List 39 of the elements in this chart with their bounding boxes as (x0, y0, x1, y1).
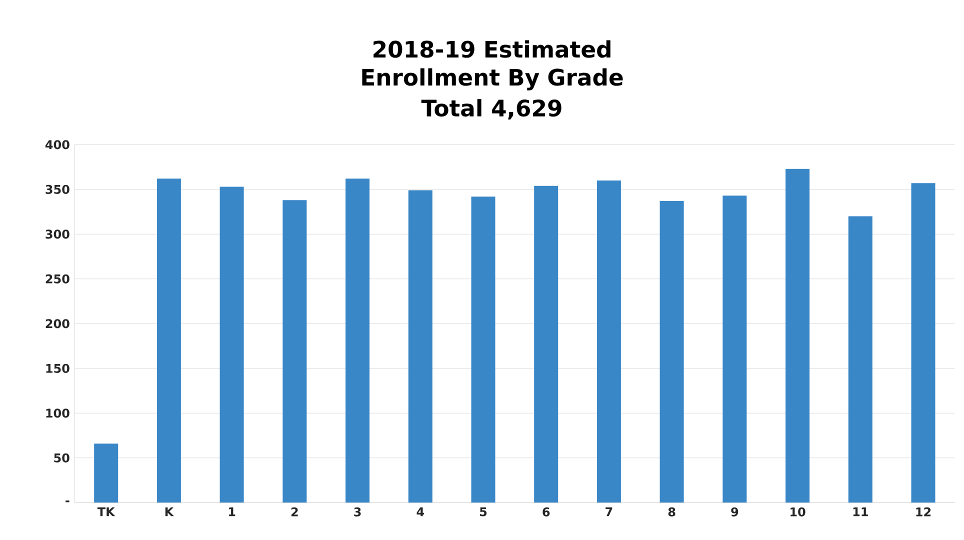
x-tick-label: 12 (916, 507, 931, 516)
y-tick-label: 150 (46, 364, 70, 373)
y-tick-label: - (66, 500, 70, 502)
y-tick-label: 400 (45, 140, 70, 150)
chart-subtitle: Total 4,629 (421, 99, 562, 120)
x-tick-label: TK (97, 507, 116, 516)
bar (786, 168, 810, 503)
y-tick-label: 100 (46, 408, 70, 418)
bar (156, 178, 181, 503)
bar (596, 180, 621, 503)
x-tick-label: 7 (606, 507, 612, 516)
y-tick-label: 300 (46, 230, 70, 239)
x-tick-label: 5 (480, 507, 487, 516)
x-tick-label: 1 (229, 507, 236, 516)
x-tick-label: 6 (542, 507, 550, 516)
bar (346, 178, 370, 503)
y-tick-label: 350 (46, 184, 70, 194)
bar (408, 190, 432, 503)
bar (282, 200, 307, 503)
bar (94, 444, 118, 503)
y-tick-label: 50 (54, 453, 70, 462)
x-tick-label: 4 (416, 507, 424, 516)
x-tick-label: K (165, 507, 174, 516)
x-tick-label: 11 (853, 507, 868, 516)
x-tick-label: 3 (354, 507, 361, 516)
bar (534, 186, 558, 503)
bar (220, 186, 244, 503)
x-tick-label: 8 (668, 507, 676, 516)
bar (911, 183, 936, 503)
x-tick-label: 2 (291, 507, 298, 516)
bar (471, 196, 496, 503)
bar (660, 201, 684, 503)
chart-title: 2018-19 Estimated Enrollment By Grade (362, 40, 623, 90)
y-tick-label: 250 (46, 274, 70, 284)
x-tick-label: 10 (790, 507, 806, 516)
bar (722, 196, 747, 503)
x-tick-label: 9 (731, 507, 738, 516)
bar (848, 216, 872, 503)
y-tick-label: 200 (46, 319, 70, 328)
